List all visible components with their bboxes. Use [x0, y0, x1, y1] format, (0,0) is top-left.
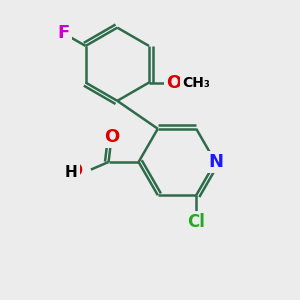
Text: O: O: [104, 128, 119, 146]
Text: H: H: [65, 165, 77, 180]
Text: F: F: [57, 24, 70, 42]
Text: N: N: [208, 153, 223, 171]
Text: Cl: Cl: [187, 213, 205, 231]
Text: O: O: [166, 74, 181, 92]
Text: ·O: ·O: [61, 162, 83, 180]
Text: CH₃: CH₃: [182, 76, 210, 89]
